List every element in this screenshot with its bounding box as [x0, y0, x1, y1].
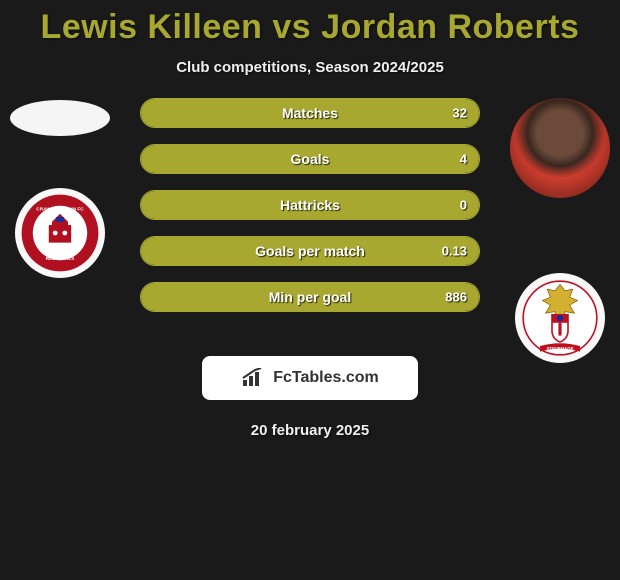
- stat-label: Min per goal: [269, 289, 351, 305]
- stat-bars: Matches 32 Goals 4 Hattricks 0 Goals per…: [140, 98, 480, 328]
- stat-value: 0.13: [442, 244, 467, 259]
- stat-value: 32: [453, 106, 467, 121]
- page-title: Lewis Killeen vs Jordan Roberts: [0, 8, 620, 47]
- stat-row-goals-per-match: Goals per match 0.13: [140, 236, 480, 266]
- stat-value: 886: [445, 290, 467, 305]
- svg-text:CRAWLEY TOWN FC: CRAWLEY TOWN FC: [36, 207, 84, 213]
- player-right-photo: [510, 98, 610, 198]
- svg-text:RED DEVILS: RED DEVILS: [46, 256, 76, 262]
- stat-label: Goals: [291, 151, 330, 167]
- crawley-badge-icon: CRAWLEY TOWN FC RED DEVILS: [20, 193, 100, 273]
- stat-row-hattricks: Hattricks 0: [140, 190, 480, 220]
- club-badge-right: STEVENAGE: [515, 273, 605, 363]
- stat-row-goals: Goals 4: [140, 144, 480, 174]
- site-logo: FcTables.com: [202, 356, 418, 400]
- stat-label: Goals per match: [255, 243, 365, 259]
- player-left-photo: [10, 98, 110, 198]
- date-text: 20 february 2025: [0, 422, 620, 439]
- avatar: [510, 98, 610, 198]
- logo-text: FcTables.com: [273, 369, 379, 387]
- stat-value: 0: [460, 198, 467, 213]
- stevenage-badge-icon: STEVENAGE: [520, 278, 600, 358]
- bar-chart-icon: [241, 368, 267, 388]
- infographic-root: Lewis Killeen vs Jordan Roberts Club com…: [0, 0, 620, 580]
- stat-row-min-per-goal: Min per goal 886: [140, 282, 480, 312]
- stats-area: CRAWLEY TOWN FC RED DEVILS STEVENAGE: [0, 98, 620, 338]
- stat-label: Hattricks: [280, 197, 340, 213]
- stat-row-matches: Matches 32: [140, 98, 480, 128]
- club-badge-left: CRAWLEY TOWN FC RED DEVILS: [15, 188, 105, 278]
- stat-label: Matches: [282, 105, 338, 121]
- stat-value: 4: [460, 152, 467, 167]
- subtitle: Club competitions, Season 2024/2025: [0, 59, 620, 76]
- avatar-placeholder: [10, 100, 110, 136]
- svg-text:STEVENAGE: STEVENAGE: [546, 346, 573, 351]
